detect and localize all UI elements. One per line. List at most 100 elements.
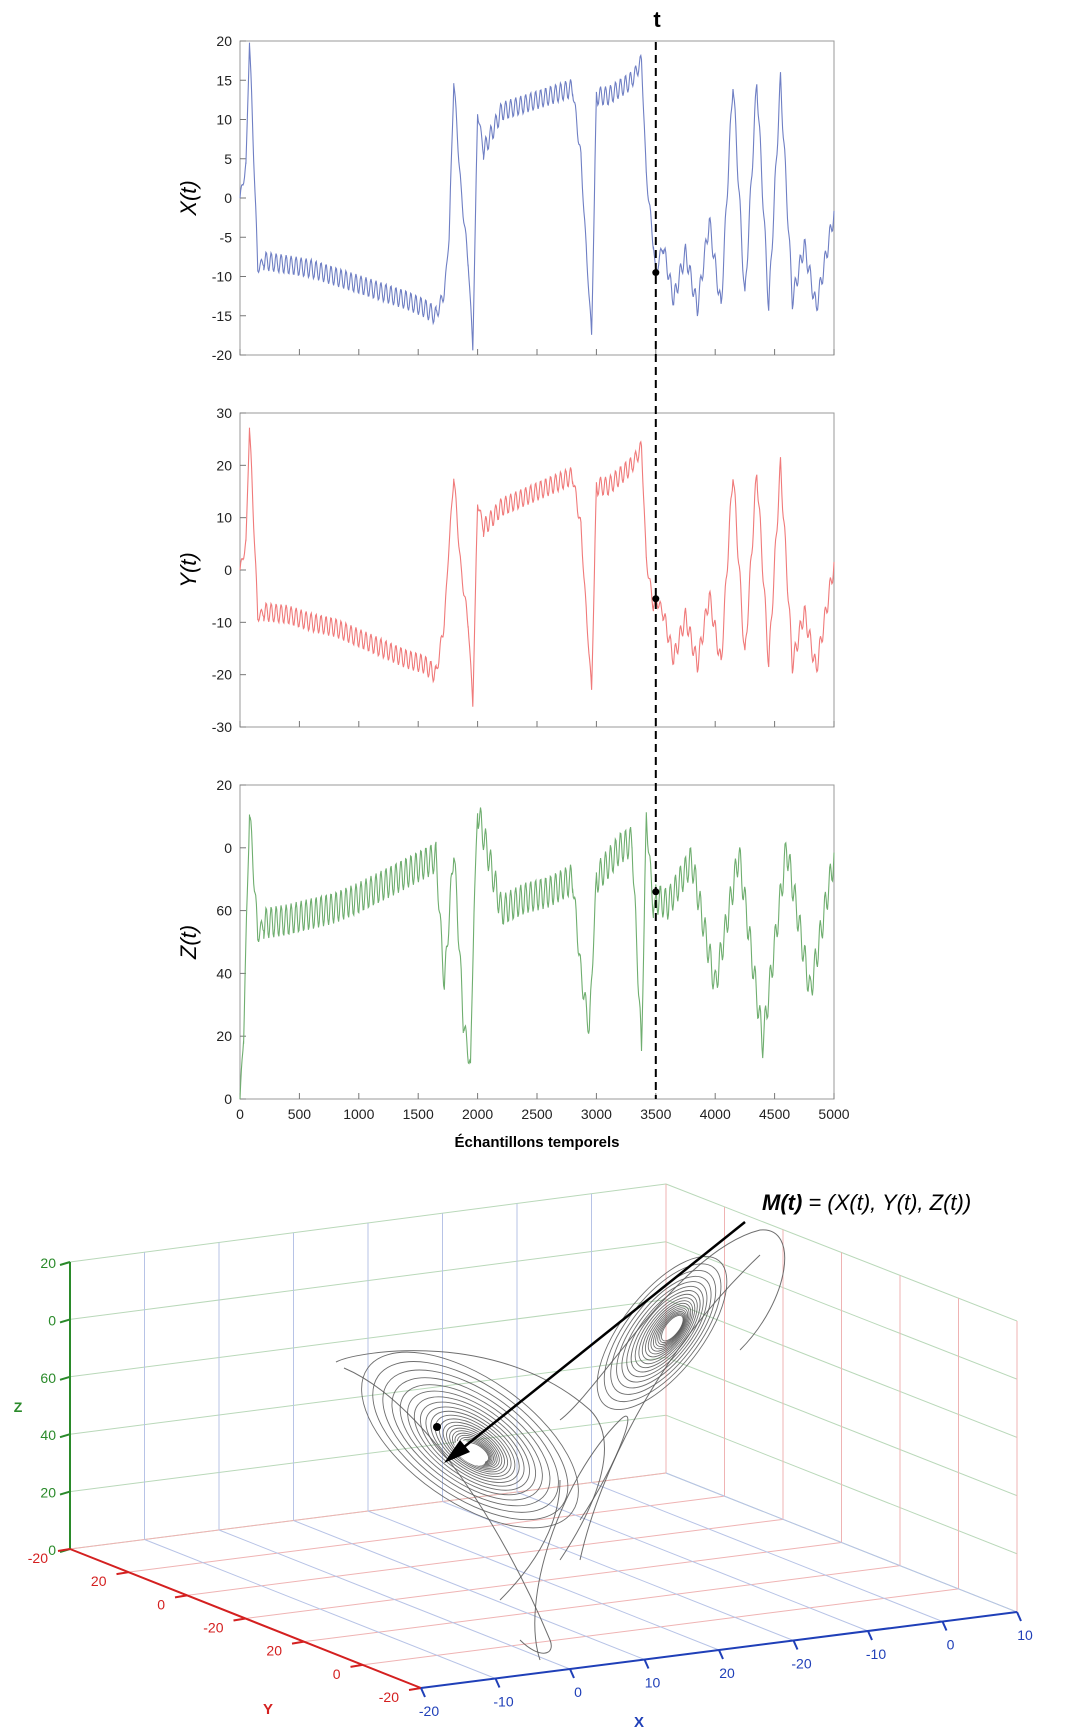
z-axis-label: Z (14, 1399, 23, 1415)
floor-grid-line (367, 1510, 720, 1651)
panel-x-y-tick-label: 5 (224, 151, 232, 167)
annotation-arrow-head (444, 1440, 470, 1463)
trajectory-left-wing-loop (442, 1421, 505, 1473)
y-axis-tick-label: -20 (28, 1550, 48, 1566)
trajectory-curve (499, 1479, 561, 1601)
trajectory-curve (559, 1229, 786, 1421)
trajectory-left-wing-loop (361, 1351, 579, 1529)
panel-z-y-tick-label: 20 (216, 1028, 232, 1044)
annotation-label-bold: M(t) (762, 1190, 802, 1215)
panel-z-y-tick-label: 20 (216, 777, 232, 793)
panel-z-y-tick-label: 0 (224, 840, 232, 856)
floor-grid-line (144, 1539, 496, 1679)
trajectory-left-wing-loop (372, 1361, 569, 1521)
panel-z-frame (239, 784, 835, 1100)
panel-z-x-ticks: 0 500 1000 1500 2000 2500 3000 3500 4000 4500 5000 (236, 1093, 850, 1122)
x-axis-tick-label: -20 (419, 1703, 439, 1719)
panel-z: 20 0 60 40 20 0 0 500 1000 1500 2000 2500 3000 3500 4… (176, 777, 850, 1122)
time-marker-label: t (653, 7, 661, 32)
x-axis-tick-label: 10 (645, 1675, 661, 1691)
panel-x-y-tick-label: -5 (220, 229, 233, 245)
trajectory-right-wing-loop (596, 1255, 728, 1411)
z-axis-tick-mark (59, 1375, 71, 1381)
y-axis-tick-label: 0 (333, 1666, 341, 1682)
z-axis-tick-label: 40 (40, 1427, 56, 1443)
trajectory-right-wing-loop (645, 1302, 692, 1358)
panel-x-series-line (239, 42, 835, 351)
panel-y-current-point (652, 595, 660, 603)
x-axis-tick-mark (867, 1630, 873, 1641)
panel-z-series-line (239, 807, 835, 1100)
trajectory-right-wing-loop (630, 1290, 701, 1373)
trajectory-curve (534, 1415, 629, 1661)
panel-z-ylabel: Z(t) (176, 925, 201, 960)
trajectory-right-wing-loop (634, 1293, 698, 1369)
phase-portrait-trajectory (335, 1229, 786, 1661)
x-axis-tick-mark (569, 1668, 575, 1679)
panel-x-y-ticks: 20 15 10 5 0 -5 -10 -15 -20 (212, 33, 246, 363)
panel-y-y-tick-label: -20 (212, 667, 232, 683)
floor-grid-line (516, 1491, 869, 1632)
phase-portrait-current-point (433, 1423, 441, 1431)
y-axis-tick-mark (233, 1617, 246, 1622)
annotation-arrow (453, 1221, 746, 1456)
annotation-label-rest: = (X(t), Y(t), Z(t)) (802, 1190, 971, 1215)
x-axis-tick-mark (718, 1649, 724, 1660)
x-axis-tick-mark (1016, 1611, 1022, 1622)
y-axis-tick-label: 20 (91, 1573, 107, 1589)
trajectory-right-wing-loop (661, 1314, 684, 1342)
z-axis-tick-label: 0 (48, 1312, 56, 1328)
phase-portrait-3d: 2006040200-20200-20200-20-20-1001020-20-… (14, 1183, 1033, 1731)
panel-x-y-tick-label: 0 (224, 190, 232, 206)
y-axis-tick-mark (408, 1687, 422, 1691)
trajectory-left-wing-loop (382, 1369, 559, 1513)
panel-y-y-tick-label: -10 (212, 614, 232, 630)
trajectory-curve (343, 1367, 552, 1654)
trajectory-right-wing-loop (616, 1275, 712, 1389)
trajectory-right-wing-loop (610, 1269, 717, 1395)
z-axis-tick-mark (59, 1318, 71, 1324)
floor-grid-line (665, 1472, 1018, 1613)
x-axis-tick-label: 20 (719, 1665, 735, 1681)
panel-z-y-tick-label: 60 (216, 903, 232, 919)
z-axis-tick-label: 20 (40, 1255, 56, 1271)
panel-x-y-tick-label: -20 (212, 347, 232, 363)
panel-y-frame (239, 412, 835, 728)
z-axis-tick-label: 60 (40, 1370, 56, 1386)
trajectory-left-wing-loop (391, 1377, 551, 1507)
panel-y-series-line (239, 427, 835, 707)
z-axis-tick-mark (59, 1261, 71, 1266)
floor-grid-line (218, 1529, 571, 1670)
trajectory-left-wing-loop (425, 1406, 520, 1483)
panel-z-y-ticks: 20 0 60 40 20 0 (216, 777, 246, 1107)
x-axis-tick-label: -10 (493, 1694, 513, 1710)
y-axis-tick-mark (291, 1640, 305, 1645)
panel-z-current-point (652, 888, 660, 896)
x-axis-tick-mark (941, 1621, 948, 1631)
panel-y-y-tick-label: 10 (216, 510, 232, 526)
panel-x-x-ticks (239, 349, 835, 355)
z-axis-tick-label: 0 (48, 1542, 56, 1558)
y-axis-tick-label: 20 (266, 1643, 282, 1659)
x-axis-tick-label: 0 (947, 1637, 955, 1653)
x-tick-label: 500 (288, 1106, 312, 1122)
panel-x: 20 15 10 5 0 -5 -10 -15 -20 X(t) (176, 33, 835, 363)
trajectory-right-wing-loop (655, 1311, 686, 1347)
panel-z-y-tick-label: 40 (216, 965, 232, 981)
z-axis-tick-mark (59, 1433, 71, 1439)
floor-grid-line (442, 1501, 794, 1641)
x-tick-label: 2500 (521, 1106, 552, 1122)
trajectory-left-wing-loop (407, 1390, 537, 1496)
trajectory-right-wing-loop (652, 1309, 687, 1350)
panel-x-current-point (652, 269, 660, 277)
panel-y-y-tick-label: 30 (216, 405, 232, 421)
panel-z-y-tick-label: 0 (224, 1091, 232, 1107)
floor-grid-line (591, 1482, 943, 1622)
x-axis-label: Échantillons temporels (454, 1134, 619, 1151)
x-axis-tick-label: -20 (791, 1656, 811, 1672)
panel-y-x-ticks (239, 721, 835, 727)
y-axis-tick-mark (350, 1663, 363, 1668)
annotation-label: M(t) = (X(t), Y(t), Z(t)) (762, 1190, 971, 1215)
y-axis-tick-label: 0 (157, 1596, 165, 1612)
panel-y-y-tick-label: 20 (216, 457, 232, 473)
